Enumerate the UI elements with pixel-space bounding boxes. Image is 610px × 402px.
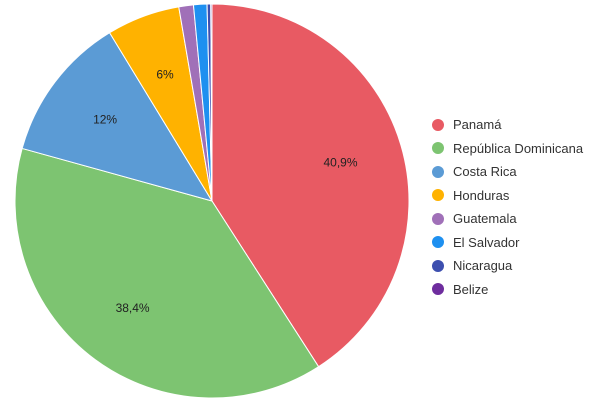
legend-item-el-salvador[interactable]: El Salvador bbox=[432, 231, 583, 255]
legend-swatch-nicaragua bbox=[432, 259, 444, 272]
pie-slice-republica-dominicana[interactable] bbox=[14, 147, 320, 399]
slice-label-republica-dominicana: 38,4% bbox=[116, 301, 150, 315]
legend-label-el-salvador: El Salvador bbox=[453, 234, 520, 250]
legend-label-nicaragua: Nicaragua bbox=[453, 258, 513, 274]
legend-label-guatemala: Guatemala bbox=[453, 211, 517, 227]
pie-slices bbox=[14, 3, 410, 399]
legend-swatch-panama bbox=[432, 118, 444, 131]
legend-label-panama: Panamá bbox=[453, 117, 502, 133]
legend: Panamá República Dominicana Costa Rica H… bbox=[432, 113, 583, 301]
legend-item-republica-dominicana[interactable]: República Dominicana bbox=[432, 137, 583, 161]
slice-label-costa-rica: 12% bbox=[93, 112, 117, 126]
pie-slice-panama[interactable] bbox=[211, 3, 410, 368]
legend-label-honduras: Honduras bbox=[453, 187, 510, 203]
pie-slice-belize[interactable] bbox=[210, 3, 213, 202]
legend-label-costa-rica: Costa Rica bbox=[453, 164, 517, 180]
slice-label-panama: 40,9% bbox=[323, 155, 357, 169]
legend-label-belize: Belize bbox=[453, 281, 489, 297]
legend-item-panama[interactable]: Panamá bbox=[432, 113, 583, 137]
legend-swatch-costa-rica bbox=[432, 165, 444, 178]
legend-item-belize[interactable]: Belize bbox=[432, 278, 583, 302]
pie-slice-labels: 40,9% 38,4% 12% 6% bbox=[93, 68, 358, 315]
legend-item-nicaragua[interactable]: Nicaragua bbox=[432, 254, 583, 278]
legend-swatch-el-salvador bbox=[432, 236, 444, 249]
legend-item-honduras[interactable]: Honduras bbox=[432, 184, 583, 208]
slice-label-honduras: 6% bbox=[156, 68, 174, 82]
legend-swatch-republica-dominicana bbox=[432, 142, 444, 155]
legend-swatch-guatemala bbox=[432, 212, 444, 225]
legend-item-costa-rica[interactable]: Costa Rica bbox=[432, 160, 583, 184]
legend-item-guatemala[interactable]: Guatemala bbox=[432, 207, 583, 231]
legend-label-republica-dominicana: República Dominicana bbox=[453, 140, 584, 156]
pie-slice-costa-rica[interactable] bbox=[21, 32, 214, 202]
legend-swatch-belize bbox=[432, 283, 444, 296]
legend-swatch-honduras bbox=[432, 189, 444, 202]
